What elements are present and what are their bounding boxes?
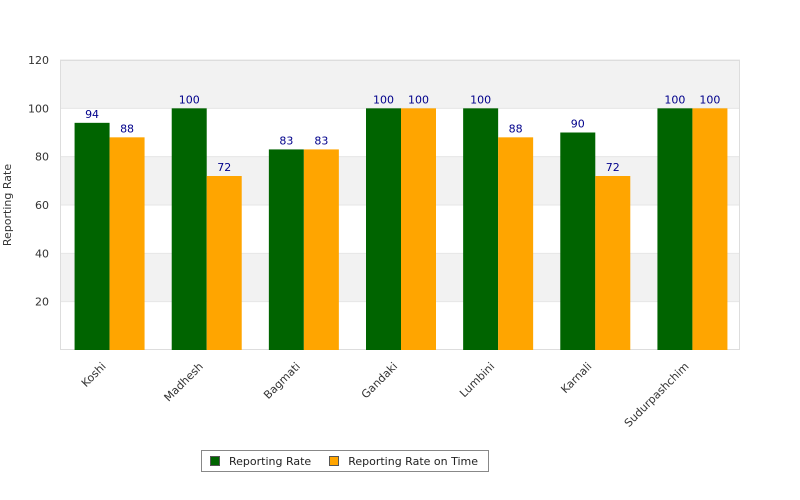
y-tick-label: 20 bbox=[35, 296, 49, 309]
data-label: 83 bbox=[279, 134, 293, 147]
x-tick-label: Gandaki bbox=[359, 360, 400, 401]
bar bbox=[560, 132, 596, 350]
y-tick-label: 80 bbox=[35, 151, 49, 164]
bar bbox=[268, 149, 304, 350]
bar bbox=[303, 149, 339, 350]
bar bbox=[657, 108, 693, 350]
data-label: 90 bbox=[571, 118, 585, 131]
bar bbox=[74, 122, 110, 350]
legend-item-reporting-rate[interactable]: Reporting Rate bbox=[210, 455, 311, 468]
legend-swatch bbox=[329, 456, 340, 466]
data-label: 100 bbox=[408, 93, 429, 106]
data-label: 100 bbox=[470, 93, 491, 106]
x-tick-label: Bagmati bbox=[261, 360, 303, 402]
data-label: 100 bbox=[664, 93, 685, 106]
x-tick-label: Madhesh bbox=[162, 360, 206, 404]
bar bbox=[171, 108, 207, 350]
data-label: 72 bbox=[606, 161, 620, 174]
legend-item-reporting-rate-on-time[interactable]: Reporting Rate on Time bbox=[329, 455, 478, 468]
bar bbox=[109, 137, 145, 350]
y-tick-label: 40 bbox=[35, 247, 49, 260]
y-tick-label: 120 bbox=[28, 54, 49, 67]
x-tick-label: Koshi bbox=[79, 360, 109, 390]
y-axis-title: Reporting Rate bbox=[1, 164, 14, 246]
data-label: 83 bbox=[314, 134, 328, 147]
x-tick-label: Karnali bbox=[558, 360, 594, 396]
bar bbox=[366, 108, 401, 350]
bar bbox=[498, 137, 534, 350]
y-tick-label: 100 bbox=[28, 102, 49, 115]
bar bbox=[401, 108, 436, 350]
x-tick-label: Sudurpashchim bbox=[622, 360, 692, 430]
data-label: 72 bbox=[217, 161, 231, 174]
legend-swatch bbox=[210, 456, 220, 466]
legend-label: Reporting Rate bbox=[229, 454, 312, 468]
data-label: 94 bbox=[85, 108, 99, 121]
data-label: 100 bbox=[373, 93, 394, 106]
data-labels: 94 88 100 72 83 83 100 100 100 88 90 72 100 100 bbox=[85, 93, 720, 174]
legend-label: Reporting Rate on Time bbox=[348, 454, 479, 468]
bar bbox=[463, 108, 499, 350]
data-label: 88 bbox=[120, 122, 134, 135]
bar bbox=[692, 108, 728, 350]
grid-band bbox=[60, 60, 740, 109]
x-axis: Koshi Madhesh Bagmati Gandaki Lumbini Karnali… bbox=[79, 360, 692, 430]
data-label: 100 bbox=[699, 93, 720, 106]
bar bbox=[206, 176, 242, 350]
data-label: 88 bbox=[509, 122, 523, 135]
legend: Reporting Rate Reporting Rate on Time bbox=[201, 450, 490, 472]
x-tick-label: Lumbini bbox=[457, 360, 497, 400]
bar-series bbox=[74, 108, 728, 350]
y-tick-label: 60 bbox=[35, 199, 49, 212]
bar bbox=[595, 176, 631, 350]
y-axis: 20 40 60 80 100 120 bbox=[28, 54, 49, 309]
data-label: 100 bbox=[179, 93, 200, 106]
